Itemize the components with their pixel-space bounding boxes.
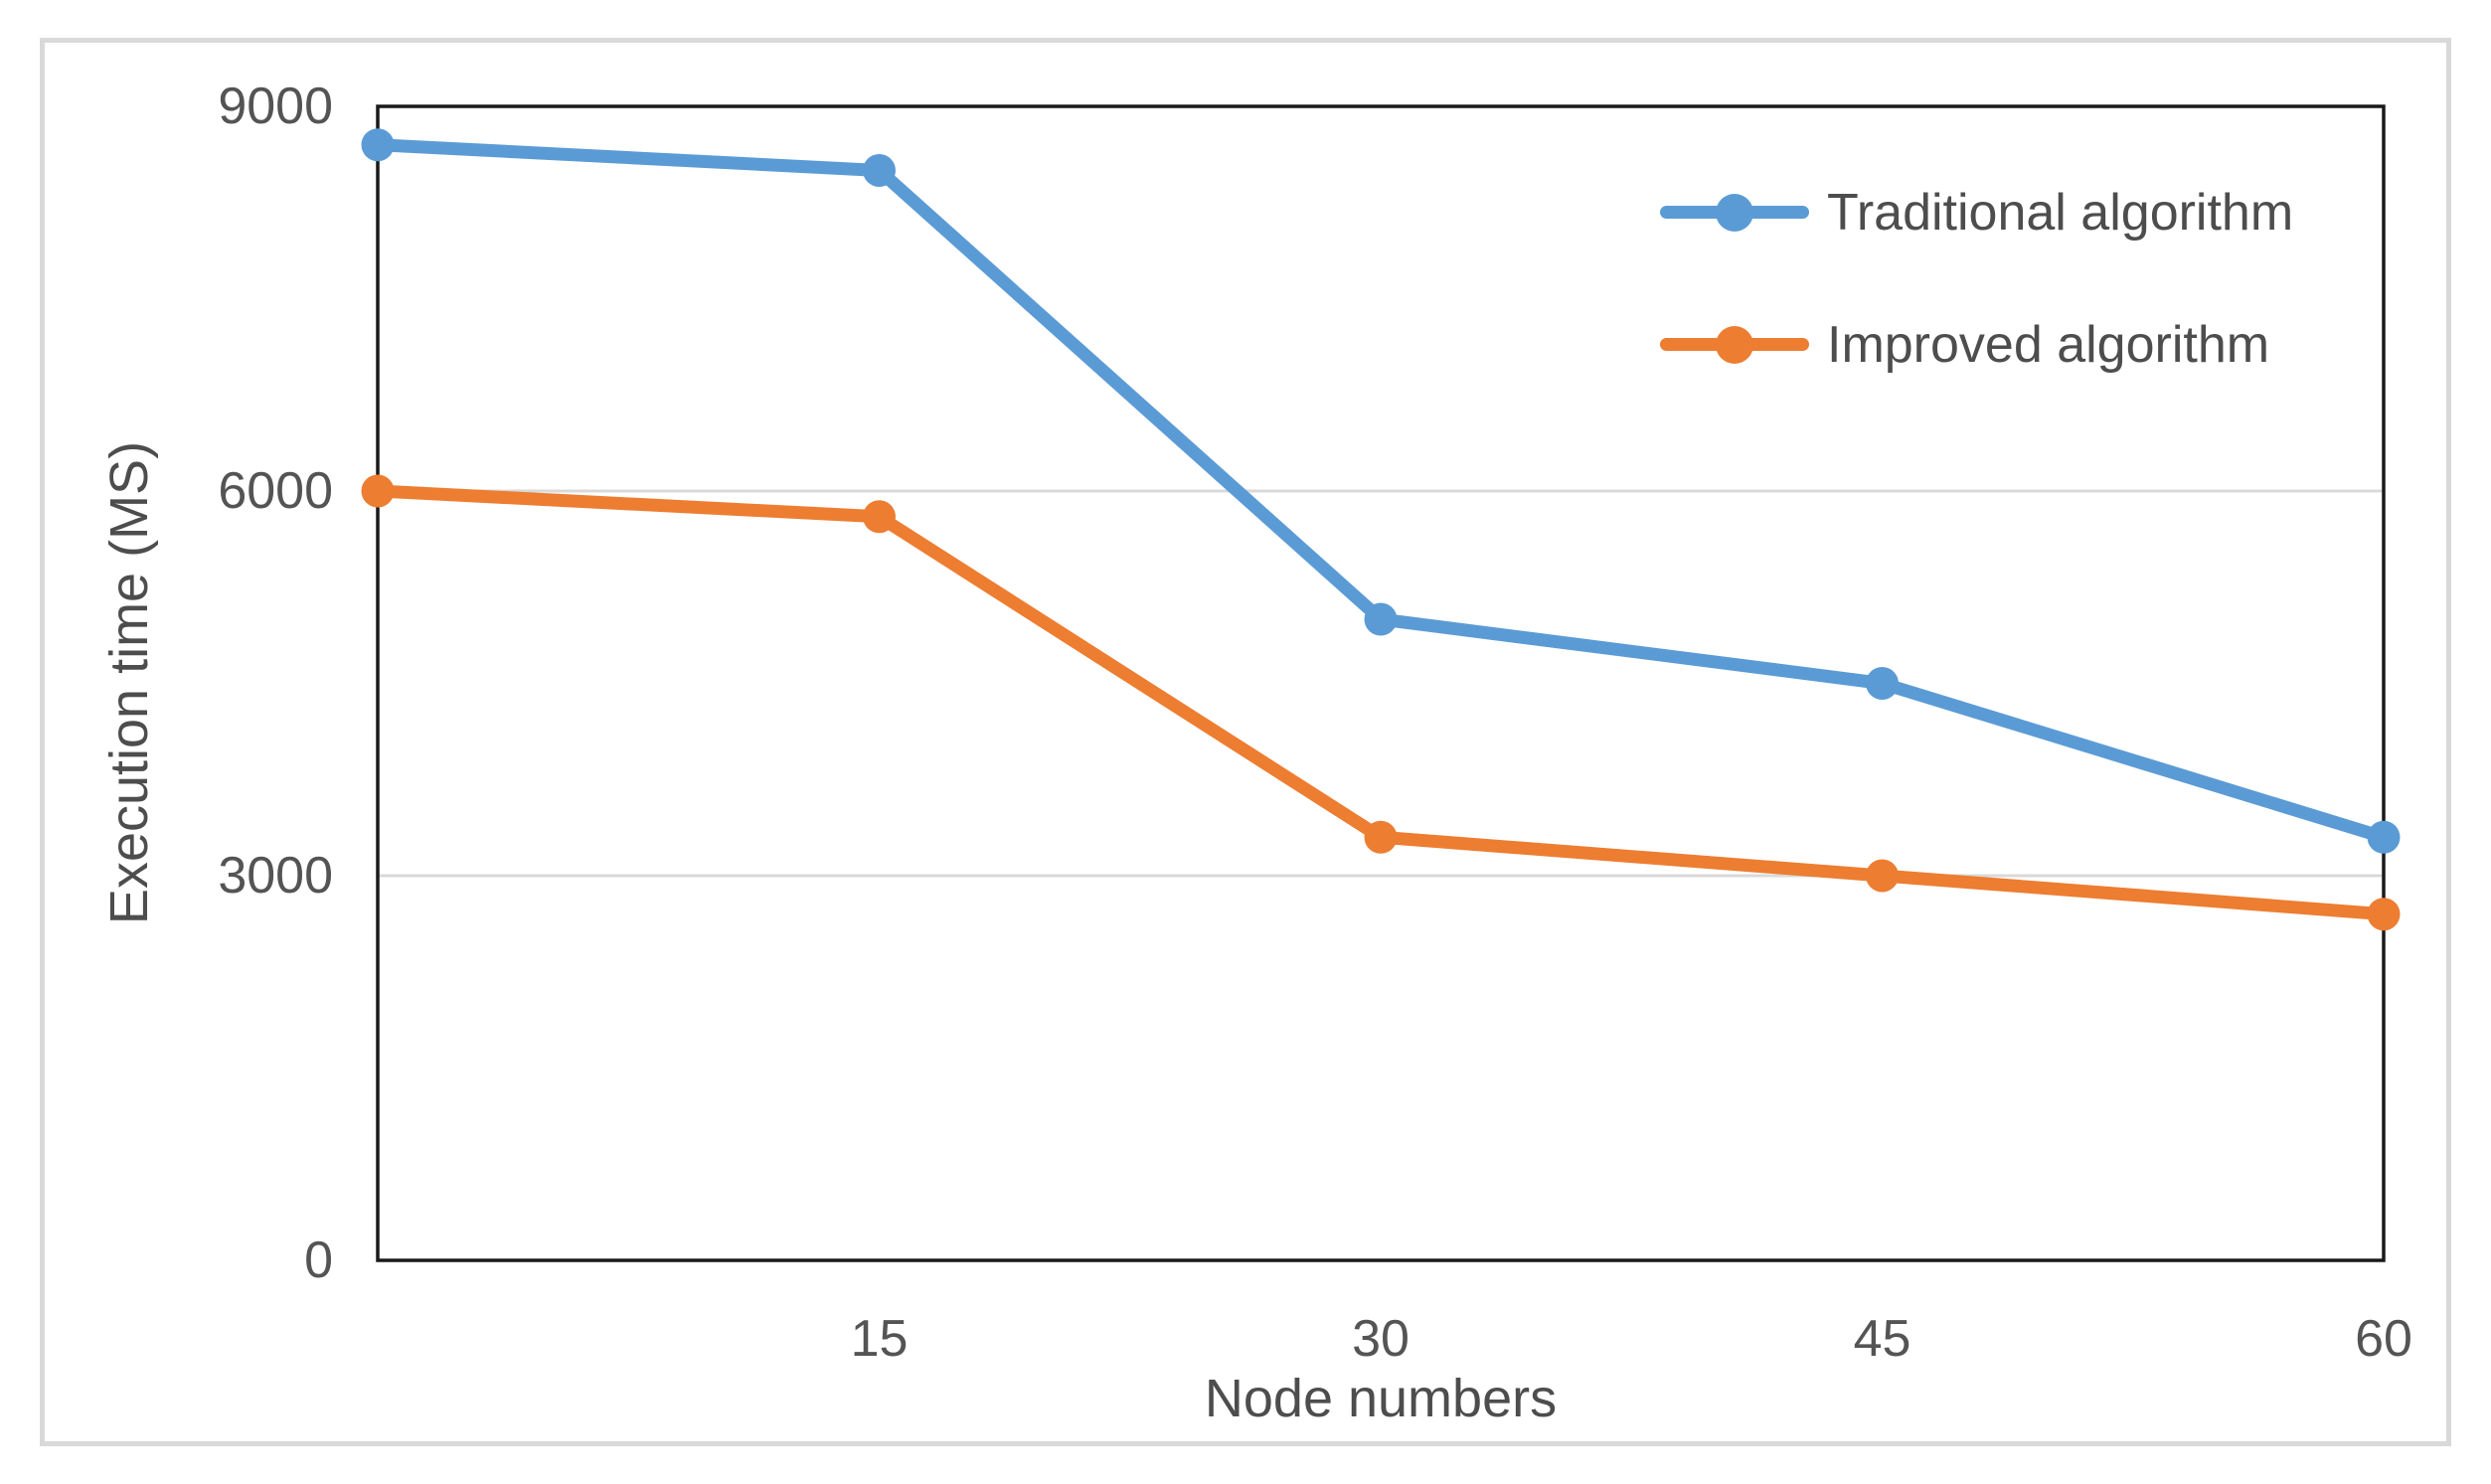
legend-label: Traditional algorithm <box>1827 183 2294 242</box>
legend-item: Traditional algorithm <box>1660 146 2293 278</box>
y-tick-label: 3000 <box>218 847 333 905</box>
data-point-marker <box>2367 898 2401 931</box>
data-point-marker <box>1364 602 1398 636</box>
data-point-marker <box>1866 667 1899 700</box>
x-tick-label: 30 <box>1352 1310 1410 1368</box>
y-tick-label: 0 <box>304 1232 333 1289</box>
data-point-marker <box>361 128 395 162</box>
y-tick-label: 9000 <box>218 78 333 135</box>
legend: Traditional algorithm Improved algorithm <box>1660 146 2293 411</box>
legend-dot-icon <box>1716 193 1753 232</box>
legend-label: Improved algorithm <box>1827 315 2270 374</box>
plot-border <box>376 104 2386 1262</box>
y-tick-label: 6000 <box>218 462 333 520</box>
x-tick-label: 45 <box>1853 1310 1911 1368</box>
data-point-marker <box>2367 820 2401 854</box>
legend-dot-icon <box>1716 325 1753 364</box>
x-axis-title: Node numbers <box>1204 1369 1558 1428</box>
figure-border <box>40 38 2451 1446</box>
data-point-marker <box>863 154 896 187</box>
data-point-marker <box>361 474 395 508</box>
legend-item: Improved algorithm <box>1660 278 2293 411</box>
legend-marker-icon <box>1660 323 1809 367</box>
x-tick-label: 60 <box>2355 1310 2412 1368</box>
data-point-marker <box>863 500 896 534</box>
y-axis-title: Execution time (MS) <box>99 440 159 925</box>
data-point-marker <box>1364 820 1398 854</box>
data-point-marker <box>1866 859 1899 893</box>
legend-marker-icon <box>1660 191 1809 235</box>
x-tick-label: 15 <box>850 1310 909 1368</box>
